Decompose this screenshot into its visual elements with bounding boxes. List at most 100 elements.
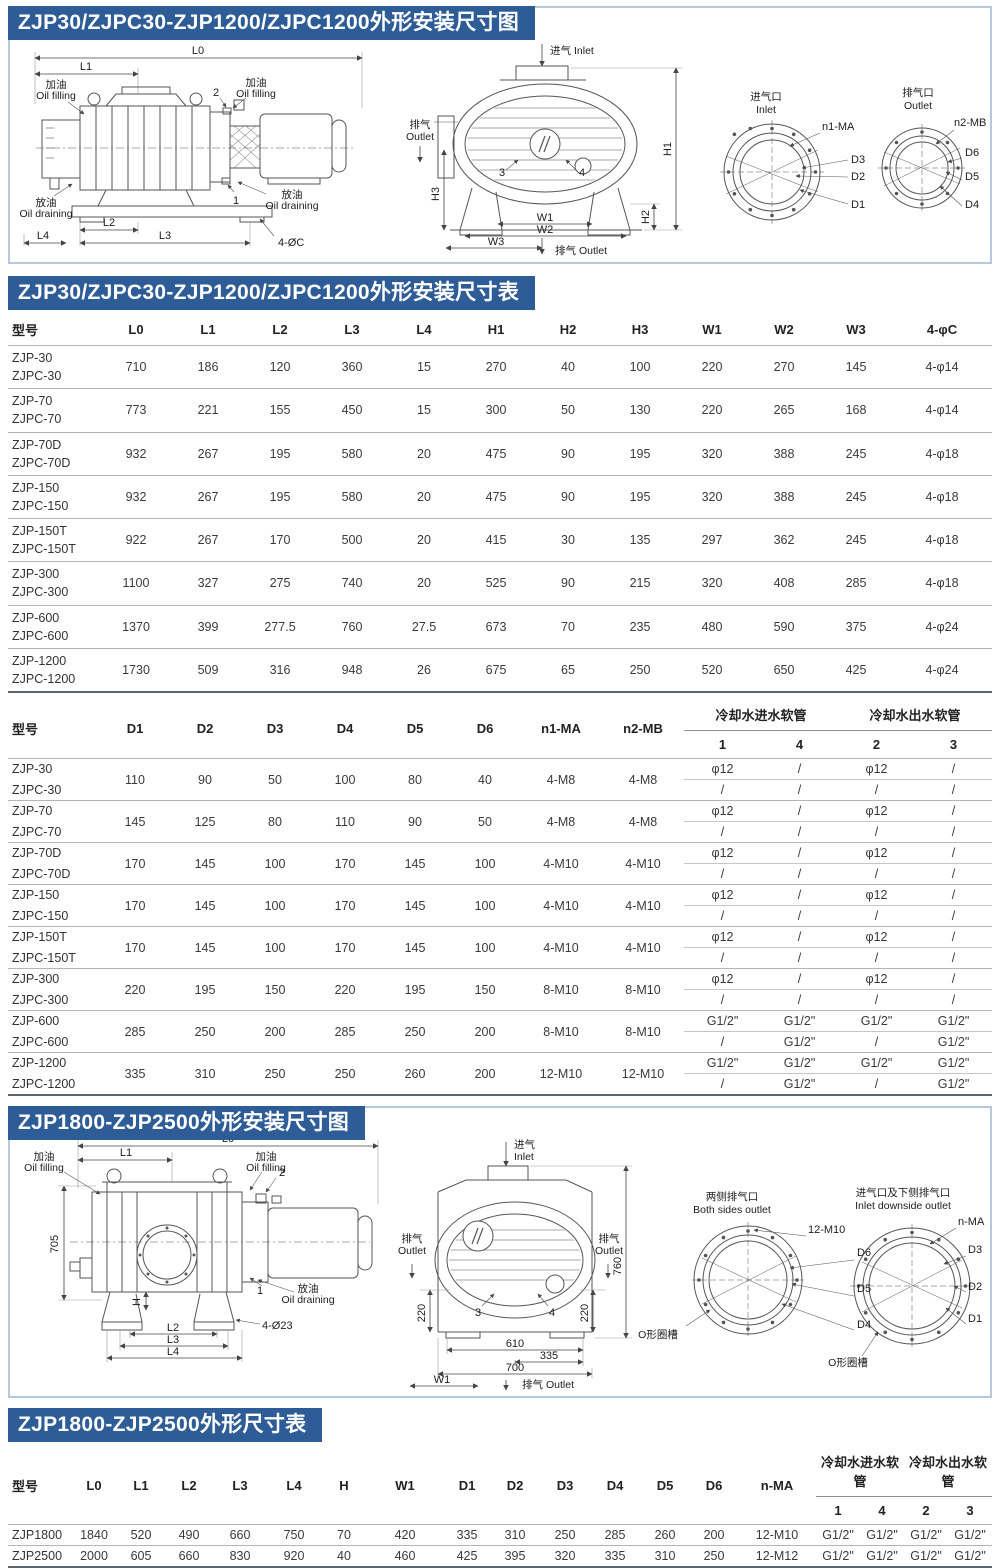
column-header: H3 (631, 322, 649, 337)
dim-cell: 250 (380, 1010, 450, 1053)
dim-cell: 1100 (100, 561, 172, 605)
model-cell: ZJP1800 (8, 1524, 70, 1546)
dim-L3: L3 (159, 230, 171, 242)
dim-cell: 50 (450, 800, 520, 843)
hose-cell: / (915, 884, 993, 906)
column-header: W1 (702, 322, 722, 337)
model-cell: ZJP-70D (8, 842, 100, 864)
hose-cell: / (720, 1035, 725, 1049)
dim-cell: 740 (316, 561, 388, 605)
hose-cell: / (915, 758, 993, 780)
hose-inlet-group-header: 冷却水进水软管 (816, 1446, 905, 1497)
dim-cell: 320 (676, 431, 748, 476)
dimension-table-1: 型号 L0 L1 L2 L3 L4 H1 H2 H3 W1 W2 W3 4-φC ZJP-30 ZJPC-… (8, 314, 992, 693)
hose-cell: φ12 (684, 800, 761, 822)
model-cell: ZJP-1200 ZJPC-1200 (8, 647, 100, 692)
column-header: 型号 (12, 323, 39, 338)
column-header: D2 (196, 721, 214, 736)
hose-cell: / (720, 993, 725, 1007)
column-header: H2 (559, 322, 577, 337)
column-header: L2 (181, 1477, 197, 1493)
dim-L1: L1 (120, 1147, 132, 1159)
inlet-cn: 进气 (514, 1138, 535, 1151)
dim-cell: 100 (450, 884, 520, 927)
dim-cell: 335 (444, 1524, 490, 1546)
label-D4: D4 (965, 199, 979, 211)
o-ring-groove-left: O形圈槽 (638, 1329, 678, 1341)
dim-cell: 220 (676, 344, 748, 389)
label-n1-MA: n1-MA (822, 121, 855, 133)
dim-700: 700 (506, 1362, 524, 1374)
hose-cell: / (720, 1077, 725, 1091)
table-row: ZJP-300 220 195 150 220 195 150 8-M10 8-M10 φ12/φ… (8, 968, 993, 1011)
dim-cell: 145 (380, 842, 450, 885)
table-row: ZJP-30 ZJPC-30 710 186 120 360 15 270 40 100 220 27… (8, 344, 992, 389)
column-header: D1 (458, 1477, 476, 1493)
hose-cell: G1/2" (816, 1524, 860, 1546)
dim-cell: 399 (172, 604, 244, 649)
column-header: D2 (506, 1477, 524, 1493)
hose-subcolumn-header: 4 (878, 1503, 886, 1518)
hose-cell: / (761, 968, 839, 990)
column-header: 型号 (12, 722, 39, 737)
table1-header-row: 型号 L0 L1 L2 L3 L4 H1 H2 H3 W1 W2 W3 4-φC (8, 314, 992, 346)
label-D5: D5 (965, 171, 979, 183)
dimension-table-2: 型号 D1 D2 D3 D4 D5 D6 n1-MA n2-MB 冷却水进水软管 冷却水出水软管 1 4… (8, 699, 993, 1096)
column-header: W2 (774, 322, 794, 337)
dim-cell: 170 (100, 926, 170, 969)
dim-cell: 155 (244, 388, 316, 432)
hose-cell: φ12 (684, 968, 761, 990)
dim-L4: L4 (167, 1346, 179, 1358)
column-header: D4 (606, 1477, 624, 1493)
dim-cell: 145 (170, 926, 240, 969)
column-header: n-MA (760, 1477, 794, 1493)
oil-fill-en: Oil filling (24, 1162, 64, 1174)
dim-cell: 150 (450, 968, 520, 1011)
dim-cell: 215 (604, 561, 676, 605)
hose-cell: / (874, 909, 879, 923)
dim-cell: 1370 (100, 604, 172, 649)
dim-W1: W1 (537, 212, 554, 224)
hose-cell: / (720, 867, 725, 881)
dim-cell: 4-M8 (520, 800, 602, 843)
outlet-left-en: Outlet (398, 1245, 426, 1257)
dim-4-o23: 4-Ø23 (262, 1320, 293, 1332)
dim-cell: 250 (170, 1010, 240, 1053)
dim-cell: 335 (100, 1052, 170, 1095)
hose-cell: G1/2" (937, 1035, 970, 1049)
callout-3: 3 (475, 1307, 481, 1319)
column-header: H (339, 1477, 349, 1493)
inlet-port-cn: 进气口 (750, 90, 782, 103)
drawing-zjp30-1200: L0 L1 加油 Oil filling 加油 Oil filling 2 放油… (19, 44, 986, 257)
oil-fill-cn: 加油 (34, 1150, 55, 1163)
model-name: ZJPC-30 (12, 369, 62, 384)
banner-zjp1800-2500-drawing: ZJP1800-ZJP2500外形安装尺寸图 (8, 1106, 366, 1140)
dim-cell: 250 (310, 1052, 380, 1095)
dim-cell: 195 (244, 474, 316, 519)
dim-cell: 100 (450, 926, 520, 969)
hose-cell: / (797, 951, 802, 965)
dim-cell: 135 (604, 517, 676, 562)
label-D6: D6 (965, 147, 979, 159)
dim-cell: 675 (460, 647, 532, 692)
dim-cell: 267 (172, 474, 244, 519)
model-cell: ZJP-150 (8, 884, 100, 906)
hose-subcolumn-header: 2 (872, 737, 881, 752)
hose-cell: φ12 (838, 926, 916, 948)
model-cell: ZJP-600 ZJPC-600 (8, 604, 100, 649)
dim-cell: 475 (460, 474, 532, 519)
model-name: ZJP-300 (12, 567, 60, 582)
model-name: ZJP-1200 (12, 653, 67, 668)
dim-610: 610 (506, 1338, 524, 1350)
hose-cell: G1/2" (761, 1052, 839, 1074)
dim-cell: 110 (100, 758, 170, 801)
hose-outlet-group-header: 冷却水出水软管 (904, 1446, 993, 1497)
dim-L2: L2 (103, 217, 115, 229)
dim-cell: 145 (380, 884, 450, 927)
model-name: ZJP-30 (12, 351, 53, 365)
hose-cell: G1/2" (684, 1052, 761, 1074)
dim-cell: 360 (316, 344, 388, 389)
label-12-M10: 12-M10 (808, 1224, 845, 1236)
dim-cell: 425 (820, 647, 892, 692)
dim-cell: 285 (310, 1010, 380, 1053)
